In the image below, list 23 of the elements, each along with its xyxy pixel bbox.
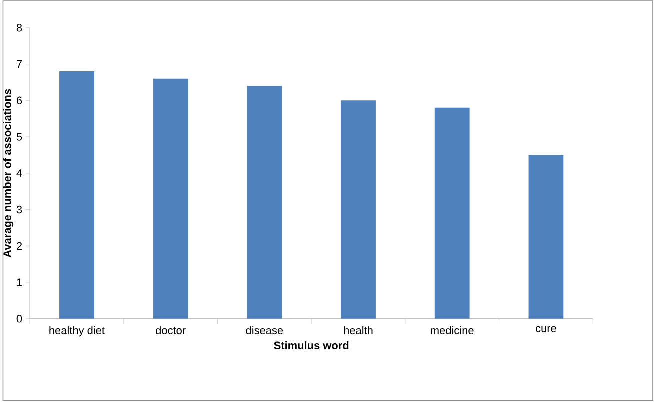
bar <box>60 72 94 320</box>
bar <box>247 86 282 320</box>
bar <box>434 108 470 320</box>
y-tick-label: 4 <box>16 170 22 178</box>
x-tick-label: disease <box>246 326 284 335</box>
y-tick-label: 5 <box>16 133 22 142</box>
x-tick-label: cure <box>536 326 556 333</box>
y-axis-title: Avarage number of associations <box>3 90 14 258</box>
bar <box>528 155 564 320</box>
y-tick-label: 6 <box>17 96 22 105</box>
y-tick-label: 8 <box>16 24 22 32</box>
y-tick-label: 3 <box>16 206 22 214</box>
bar <box>153 79 188 320</box>
y-tick-label: 2 <box>16 242 22 250</box>
y-tick-label: 0 <box>16 315 22 323</box>
x-axis-title: Stimulus word <box>274 342 349 350</box>
y-tick-label: 7 <box>17 60 22 68</box>
x-tick-label: doctor <box>156 326 186 335</box>
x-tick-label: healthy diet <box>50 326 105 337</box>
x-tick-label: health <box>344 326 373 335</box>
x-tick-label: medicine <box>431 326 474 335</box>
y-tick-label: 1 <box>17 278 22 286</box>
bar <box>341 100 376 320</box>
